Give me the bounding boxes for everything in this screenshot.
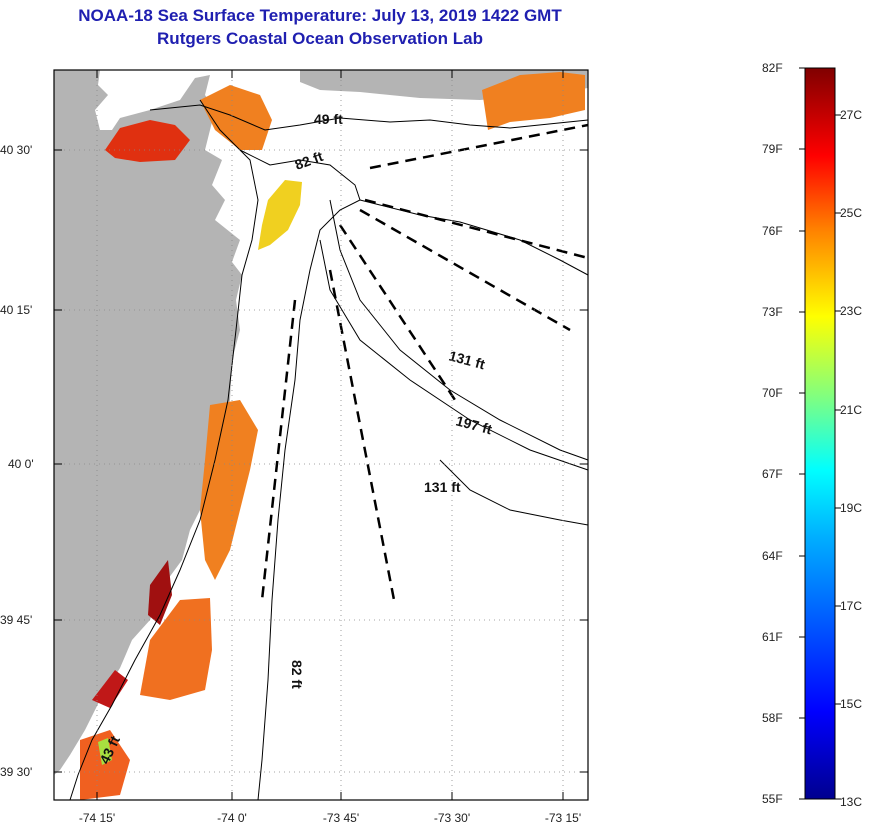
lon-label-73-45: -73 45' [323,811,359,825]
sst-patch-south-green [98,738,112,765]
colorbar-c-21: 21C [840,403,862,417]
colorbar-f-73: 73F [762,305,783,319]
map-ticks [54,70,588,800]
lon-label-74-15: -74 15' [79,811,115,825]
transect-line-1 [369,123,589,170]
graticule [54,70,588,800]
isobath-197ft-line [319,239,589,471]
lat-label-39-30: 39 30' [0,765,32,779]
colorbar-f-82: 82F [762,61,783,75]
colorbar: 82F 79F 76F 73F 70F 67F 64F 61F 58F 55F … [762,61,862,809]
colorbar-f-61: 61F [762,630,783,644]
sst-patch-raritan [105,120,190,162]
lat-label-39-45: 39 45' [0,613,32,627]
isobath-label-131ft-south: 131 ft [424,479,461,495]
sst-patch-yellow-hudson [258,180,302,250]
lat-label-40-15: 40 15' [0,303,32,317]
isobath-lines [69,99,589,801]
colorbar-f-58: 58F [762,711,783,725]
sst-patch-barnegat-dark [148,560,172,625]
land-new-jersey [54,70,242,775]
map-subtitle: Rutgers Coastal Ocean Observation Lab [157,29,483,48]
colorbar-c-17: 17C [840,599,862,613]
sst-patch-south-tip [80,730,130,800]
sst-patch-south-nj [140,598,212,700]
map-panel: 49 ft 82 ft 131 ft 197 ft 131 ft 82 ft 4… [0,69,589,825]
coastline [69,99,259,801]
isobath-131ft-line [359,199,589,276]
map-title: NOAA-18 Sea Surface Temperature: July 13… [78,6,562,25]
colorbar-c-15: 15C [840,697,862,711]
lon-label-73-15: -73 15' [545,811,581,825]
isobath-label-49ft: 49 ft [314,111,343,127]
colorbar-f-70: 70F [762,386,783,400]
colorbar-f-76: 76F [762,224,783,238]
isobath-49ft-line [149,104,589,131]
lon-label-74-0: -74 0' [217,811,247,825]
colorbar-c-27: 27C [840,108,862,122]
colorbar-c-23: 23C [840,304,862,318]
map-border [53,69,589,801]
lat-label-40-30: 40 30' [0,143,32,157]
colorbar-ticks [799,67,841,800]
isobath-131ft-south [439,459,589,526]
colorbar-c-13: 13C [840,795,862,809]
isobath-hudson-canyon [329,199,589,461]
colorbar-f-67: 67F [762,467,783,481]
sst-patch-long-island-east [482,72,585,130]
lat-label-40-0: 40 0' [8,457,34,471]
colorbar-gradient [804,67,836,800]
isobath-82ft-line [239,149,361,801]
colorbar-c-25: 25C [840,206,862,220]
transect-line-6 [260,299,297,601]
colorbar-f-79: 79F [762,142,783,156]
colorbar-c-19: 19C [840,501,862,515]
sst-patch-atlantic-city [92,670,128,708]
isobath-label-82ft-south: 82 ft [289,660,305,689]
lon-label-73-30: -73 30' [434,811,470,825]
transect-line-2 [364,198,589,260]
sst-patch-central-nj [200,400,258,580]
colorbar-f-55: 55F [762,792,783,806]
colorbar-f-64: 64F [762,549,783,563]
